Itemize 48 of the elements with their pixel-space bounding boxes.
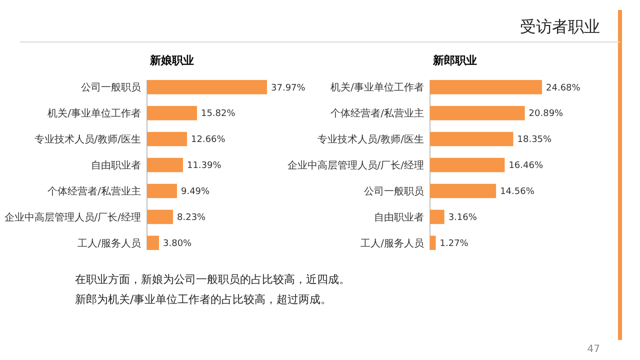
chart-title: 新郎职业: [432, 54, 477, 67]
bar: [430, 236, 436, 250]
bar: [430, 80, 542, 94]
data-label: 3.16%: [448, 213, 478, 224]
y-tick-label: 公司一般职员: [364, 185, 424, 198]
y-tick-label: 个体经营者/私营业主: [330, 108, 424, 120]
y-tick-label: 机关/事业单位工作者: [48, 108, 141, 120]
y-tick-label: 专业技术人员/教师/医生: [317, 134, 424, 146]
data-label: 1.27%: [440, 239, 469, 250]
y-tick-label: 企业中高层管理人员/厂长/经理: [4, 211, 141, 224]
y-tick-label: 工人/服务人员: [360, 237, 424, 250]
data-label: 18.35%: [517, 135, 552, 146]
bar: [430, 184, 496, 198]
y-tick-label: 自由职业者: [91, 160, 141, 172]
text: 受访者职业: [520, 17, 600, 36]
bar: [147, 158, 183, 172]
bar: [147, 106, 197, 120]
data-label: 8.23%: [177, 213, 206, 224]
text: 47: [587, 344, 600, 355]
data-label: 14.56%: [500, 187, 535, 198]
text: 在职业方面，新娘为公司一般职员的占比较高，近四成。: [75, 273, 350, 286]
bar: [147, 210, 174, 224]
chart-title: 新娘职业: [149, 54, 194, 67]
bar: [147, 236, 160, 250]
data-label: 12.66%: [191, 135, 226, 146]
bar: [147, 132, 188, 146]
data-label: 20.89%: [528, 109, 564, 120]
text: 新郎为机关/事业单位工作者的占比较高，超过两成。: [75, 293, 332, 306]
bar: [147, 184, 177, 198]
y-tick-label: 公司一般职员: [81, 82, 141, 94]
bar: [430, 158, 505, 172]
bar: [430, 132, 514, 146]
data-label: 24.68%: [546, 83, 581, 94]
data-label: 37.97%: [271, 83, 306, 94]
data-label: 11.39%: [186, 161, 222, 172]
y-tick-label: 机关/事业单位工作者: [330, 82, 424, 94]
y-tick-label: 工人/服务人员: [78, 237, 141, 250]
y-tick-label: 自由职业者: [374, 211, 424, 224]
bar: [147, 80, 267, 94]
y-tick-label: 专业技术人员/教师/医生: [34, 134, 141, 146]
y-tick-label: 企业中高层管理人员/厂长/经理: [287, 160, 424, 172]
data-label: 3.80%: [163, 239, 192, 250]
data-label: 9.49%: [180, 187, 210, 198]
data-label: 16.46%: [508, 161, 544, 172]
data-label: 15.82%: [200, 109, 236, 120]
bar: [430, 106, 525, 120]
bar: [430, 210, 444, 224]
y-tick-label: 个体经营者/私营业主: [48, 185, 141, 198]
